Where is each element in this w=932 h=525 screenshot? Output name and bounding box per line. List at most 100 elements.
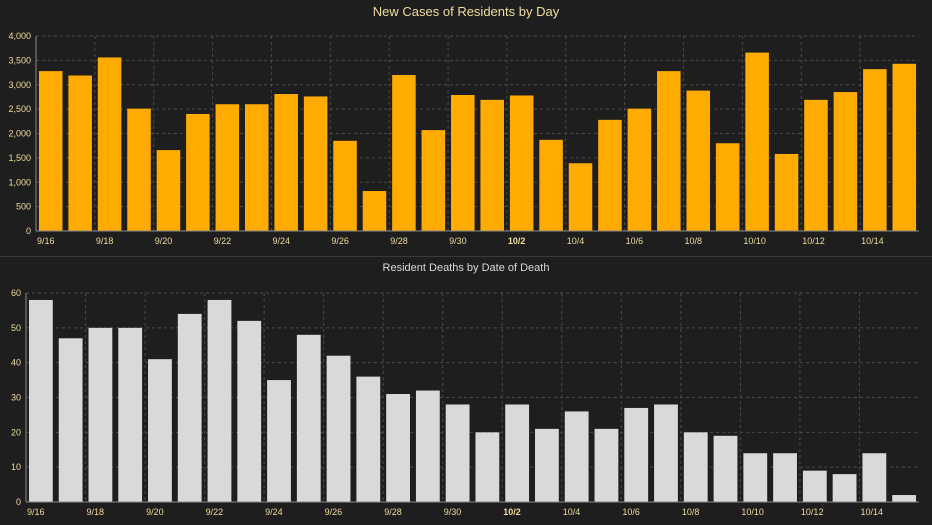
cases-y-tick-label: 2,000 <box>8 129 31 139</box>
cases-bar-9-26 <box>333 140 357 231</box>
deaths-bar-10-7 <box>654 404 678 502</box>
deaths-bar-9-21 <box>177 313 202 502</box>
cases-bar-9-27 <box>362 191 387 231</box>
cases-bar-9-19 <box>127 108 151 231</box>
cases-bar-10-6 <box>627 108 652 231</box>
cases-y-tick-label: 1,500 <box>8 153 31 163</box>
cases-x-tick-label: 10/6 <box>626 236 644 246</box>
cases-bar-9-22 <box>215 104 240 231</box>
deaths-x-tick-label: 10/14 <box>860 507 883 517</box>
cases-bar-10-11 <box>774 153 799 231</box>
deaths-bar-9-20 <box>148 359 172 502</box>
deaths-bar-9-28 <box>386 394 410 502</box>
cases-bar-9-17 <box>68 75 92 231</box>
cases-bar-10-14 <box>863 69 887 232</box>
deaths-bar-10-13 <box>832 474 857 502</box>
cases-bar-10-12 <box>804 99 828 231</box>
cases-bar-9-18 <box>97 57 122 232</box>
cases-bar-10-8 <box>686 90 711 231</box>
cases-x-tick-label: 9/28 <box>390 236 408 246</box>
deaths-bar-9-23 <box>237 320 262 502</box>
deaths-bar-10-15 <box>892 495 917 502</box>
deaths-x-tick-label: 9/22 <box>206 507 224 517</box>
deaths-bar-9-22 <box>207 299 232 502</box>
cases-bar-9-29 <box>421 130 446 231</box>
deaths-bar-10-11 <box>773 453 797 502</box>
deaths-bar-9-24 <box>267 380 291 502</box>
deaths-x-tick-label: 10/12 <box>801 507 824 517</box>
cases-bar-10-15 <box>892 63 917 231</box>
cases-x-tick-label: 9/30 <box>449 236 467 246</box>
deaths-x-tick-label: 9/20 <box>146 507 164 517</box>
cases-x-tick-label: 9/26 <box>331 236 349 246</box>
cases-bar-10-1 <box>480 99 504 231</box>
cases-x-tick-label: 10/14 <box>861 236 884 246</box>
cases-bar-9-23 <box>244 104 269 231</box>
deaths-bar-10-4 <box>564 411 589 502</box>
deaths-bar-10-1 <box>475 432 500 502</box>
deaths-bar-10-2 <box>505 404 530 502</box>
cases-x-tick-label: 9/16 <box>37 236 55 246</box>
deaths-bar-9-30 <box>445 404 470 502</box>
cases-x-tick-label: 9/20 <box>155 236 173 246</box>
deaths-chart-panel: Resident Deaths by Date of Death 0 10 20 30… <box>0 256 932 524</box>
cases-bar-9-20 <box>156 150 181 231</box>
deaths-x-tick-label: 10/8 <box>682 507 700 517</box>
deaths-x-tick-label: 9/18 <box>87 507 105 517</box>
deaths-y-tick-label: 30 <box>11 393 21 403</box>
cases-y-tick-label: 2,500 <box>8 104 31 114</box>
cases-bar-9-30 <box>451 94 475 231</box>
deaths-bar-10-3 <box>535 428 559 502</box>
deaths-bar-9-29 <box>415 390 440 502</box>
cases-bar-10-4 <box>568 163 593 231</box>
cases-x-tick-label: 9/24 <box>272 236 290 246</box>
cases-bar-10-5 <box>598 119 622 231</box>
deaths-bar-9-18 <box>88 327 113 502</box>
cases-x-tick-label: 10/8 <box>685 236 703 246</box>
cases-x-tick-label: 10/4 <box>567 236 585 246</box>
deaths-bar-9-17 <box>58 338 83 502</box>
cases-bar-10-13 <box>833 92 858 231</box>
deaths-bar-9-19 <box>118 327 143 502</box>
deaths-x-tick-label: 10/6 <box>622 507 640 517</box>
deaths-bar-10-14 <box>862 453 887 502</box>
cases-y-tick-label: 4,000 <box>8 31 31 41</box>
cases-bar-9-21 <box>186 114 210 231</box>
cases-bar-9-24 <box>274 94 298 231</box>
cases-bar-10-9 <box>715 143 740 231</box>
cases-bar-10-2 <box>509 95 534 231</box>
cases-chart-title: New Cases of Residents by Day <box>372 4 560 19</box>
deaths-y-tick-label: 50 <box>11 323 21 333</box>
deaths-bar-10-9 <box>713 435 738 502</box>
cases-chart-panel: New Cases of Residents by Day 0 500 1,000 1… <box>0 0 932 256</box>
cases-bar-10-10 <box>745 52 769 232</box>
deaths-bar-9-25 <box>296 334 321 502</box>
cases-x-tick-label: 9/18 <box>96 236 114 246</box>
deaths-y-tick-label: 20 <box>11 427 21 437</box>
deaths-y-tick-label: 10 <box>11 462 21 472</box>
deaths-bar-10-6 <box>624 407 649 502</box>
cases-y-tick-label: 500 <box>16 202 31 212</box>
cases-y-tick-label: 0 <box>26 226 31 236</box>
cases-x-tick-label: 10/12 <box>802 236 825 246</box>
deaths-x-tick-label: 10/10 <box>741 507 764 517</box>
deaths-bar-10-8 <box>683 432 708 502</box>
deaths-x-tick-label: 9/30 <box>444 507 462 517</box>
deaths-bar-9-26 <box>326 355 351 502</box>
deaths-x-tick-label: 9/16 <box>27 507 45 517</box>
cases-bar-9-16 <box>38 71 63 231</box>
cases-x-tick-label: 9/22 <box>214 236 232 246</box>
cases-x-tick-label: 10/10 <box>743 236 766 246</box>
cases-bar-9-28 <box>392 75 416 231</box>
cases-y-tick-label: 1,000 <box>8 177 31 187</box>
cases-y-tick-label: 3,500 <box>8 55 31 65</box>
cases-x-tick-label: 10/2 <box>508 236 526 246</box>
deaths-bar-10-12 <box>802 470 827 502</box>
deaths-x-tick-label: 9/24 <box>265 507 283 517</box>
deaths-bar-9-16 <box>28 299 53 502</box>
deaths-bar-chart: 0 10 20 30 40 50 60 9/16 9/18 9/20 9/22 9/24 9/26 9/2… <box>11 288 919 517</box>
cases-bar-9-25 <box>303 96 328 231</box>
cases-bar-10-3 <box>539 139 563 231</box>
deaths-bar-10-5 <box>594 428 619 502</box>
deaths-x-tick-label: 10/2 <box>503 507 521 517</box>
